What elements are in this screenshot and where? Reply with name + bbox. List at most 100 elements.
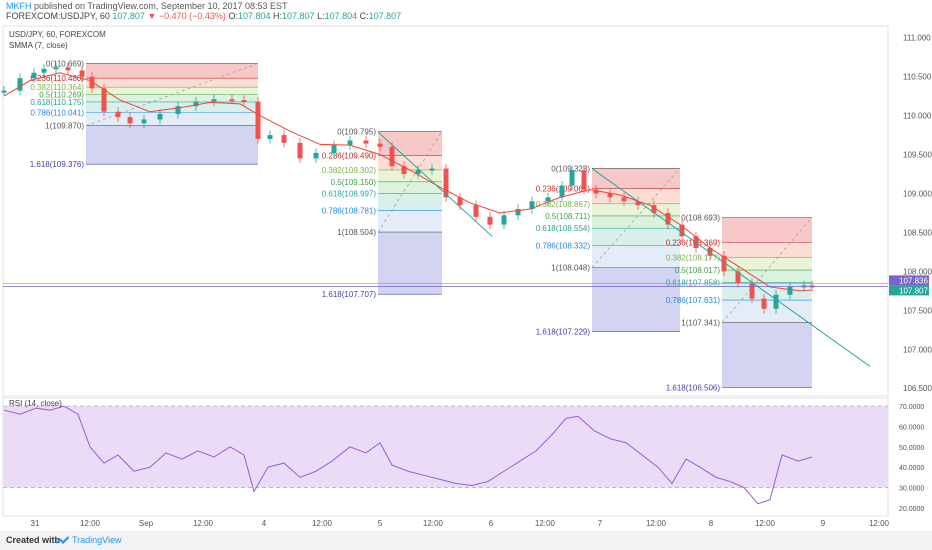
price-candle [141, 119, 147, 124]
price-candle [157, 114, 163, 120]
fib-zone [378, 210, 442, 233]
price-candle [297, 142, 303, 159]
x-tick-label: 12:00 [193, 519, 214, 528]
fib-level-label: 1.618(106.506) [666, 384, 721, 393]
price-candle [545, 197, 551, 202]
x-tick-label: 9 [821, 519, 826, 528]
price-marker-bg [889, 285, 929, 296]
fib-zone [378, 232, 442, 295]
price-candle [665, 212, 671, 225]
fib-zone [378, 193, 442, 211]
fib-level-label: 0.5(109.150) [331, 178, 377, 187]
x-tick-label: 12:00 [755, 519, 776, 528]
fib-level-label: 0.618(108.997) [322, 190, 377, 199]
rsi-legend: RSI (14, close) [9, 399, 62, 408]
price-candle [79, 70, 85, 77]
price-candle [735, 271, 741, 284]
price-candle [65, 67, 71, 71]
price-candle [487, 216, 493, 225]
price-candle [429, 168, 435, 171]
publish-info: published on TradingView.com, September … [34, 1, 288, 11]
y-tick-label: 107.500 [903, 306, 932, 315]
price-candle [347, 140, 353, 146]
y-tick-label: 109.000 [903, 189, 932, 198]
symbol-label: FOREXCOM:USDJPY, 60 [6, 11, 110, 21]
price-candle [255, 101, 261, 139]
y-tick-label: 110.500 [903, 73, 932, 82]
high-value: 107.807 [282, 11, 315, 21]
fib-zone [722, 257, 812, 271]
rsi-line [3, 405, 813, 505]
x-tick-label: 31 [31, 519, 40, 528]
created-with-label: Created with [6, 535, 61, 545]
price-candle [389, 146, 395, 167]
fib-zone [378, 181, 442, 194]
price-candle [457, 197, 463, 206]
price-candle [501, 215, 507, 225]
fib-level-label: 0.618(108.554) [536, 224, 591, 233]
fib-level-label: 1(109.870) [45, 122, 84, 131]
price-change: ▼ −0.470 (−0.43%) [147, 11, 226, 21]
x-tick-label: 6 [489, 519, 494, 528]
author-link[interactable]: MKFH [6, 1, 32, 11]
fib-level-label: 1.618(109.376) [30, 160, 85, 169]
trendline-1 [377, 131, 493, 237]
x-tick-label: 4 [262, 519, 267, 528]
price-candle [115, 111, 121, 118]
fib-level-label: 0.382(110.364) [30, 83, 84, 92]
main-pane-frame [2, 25, 889, 397]
x-tick-label: 7 [598, 519, 603, 528]
legend-study: SMMA (7, close) [9, 41, 68, 50]
fib-trend-dashed [591, 168, 681, 268]
price-candle [443, 168, 449, 198]
price-candle [1, 90, 7, 93]
close-label: C: [359, 11, 369, 21]
y-tick-label: 109.500 [903, 151, 932, 160]
fib-level-label: 0.382(109.302) [322, 166, 377, 175]
fib-level-label: 1.618(107.707) [322, 290, 377, 299]
fib-level-label: 0.5(108.017) [675, 266, 721, 275]
close-value: 107.807 [368, 11, 402, 21]
y-tick-label: 110.000 [903, 112, 932, 121]
fib-level-label: 0(109.323) [551, 164, 590, 173]
x-tick-label: 12:00 [869, 519, 890, 528]
price-candle [229, 99, 235, 102]
price-candle [593, 189, 599, 194]
tradingview-brand[interactable]: TradingView [72, 535, 122, 545]
price-candle [635, 201, 641, 206]
legend-title: USD/JPY, 60, FOREXCOM [9, 30, 106, 39]
y-tick-label: 107.000 [903, 345, 932, 354]
fib-zone [722, 282, 812, 301]
fib-level-label: 1(108.048) [551, 264, 590, 273]
price-candle [581, 170, 587, 190]
rsi-y-tick-label: 70.0000 [899, 404, 924, 411]
fib-level-label: 0.618(107.858) [666, 278, 721, 287]
price-candle [31, 72, 37, 79]
price-candle [515, 209, 521, 216]
chart-canvas[interactable]: 0(110.669)0.236(110.480)0.382(110.364)0.… [0, 22, 932, 531]
open-label: O: [228, 11, 238, 21]
fib-level-label: 0(110.669) [46, 59, 84, 68]
price-candle [281, 135, 287, 143]
fib-level-label: 0.786(110.041) [30, 108, 84, 117]
price-candle [721, 255, 727, 272]
fib-level-label: 0(108.693) [681, 213, 720, 222]
x-tick-label: 12:00 [312, 519, 333, 528]
ohlc-line: FOREXCOM:USDJPY, 60 107.807 ▼ −0.470 (−0… [6, 11, 401, 22]
price-candle [193, 101, 199, 107]
price-candle [559, 185, 565, 198]
price-candle [313, 152, 319, 159]
price-candle [331, 145, 337, 153]
last-price: 107.807 [112, 11, 145, 21]
fib-zone [592, 245, 680, 268]
price-candle [621, 197, 627, 202]
rsi-y-tick-label: 40.0000 [899, 465, 924, 472]
fib-zone [86, 63, 258, 79]
tradingview-logo-icon [56, 536, 69, 544]
fib-level-label: 0.618(110.175) [30, 98, 84, 107]
rsi-band [3, 406, 888, 488]
fib-zone [86, 112, 258, 126]
price-candle [415, 170, 421, 174]
trendline-2 [591, 168, 871, 367]
rsi-y-tick-label: 30.0000 [899, 486, 924, 493]
